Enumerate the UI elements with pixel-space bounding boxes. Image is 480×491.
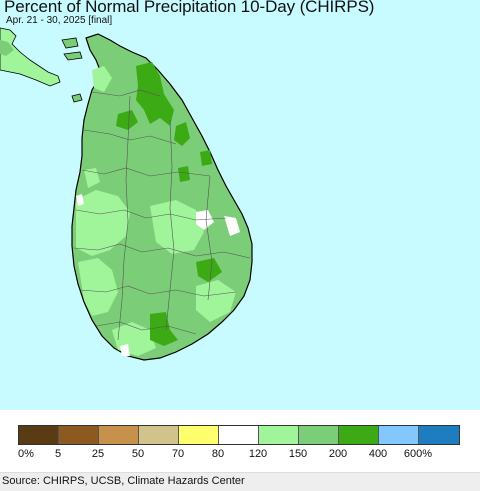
legend-tick-label: 70: [171, 448, 185, 460]
legend-tick-label: 0%: [18, 448, 34, 460]
india-coast: [0, 27, 61, 87]
color-legend: [18, 425, 460, 445]
source-bar: Source: CHIRPS, UCSB, Climate Hazards Ce…: [0, 472, 480, 491]
legend-tick-label: 50: [131, 448, 145, 460]
precipitation-map: [0, 27, 253, 361]
legend-tick-label: 400: [368, 448, 388, 460]
legend-swatch-2: [99, 426, 139, 444]
legend-swatch-9: [379, 426, 419, 444]
legend-swatch-8: [339, 426, 379, 444]
zone-200-400: [116, 62, 222, 346]
map-panel: Percent of Normal Precipitation 10-Day (…: [0, 0, 480, 410]
legend-tick-label: 150: [288, 448, 308, 460]
source-text: Source: CHIRPS, UCSB, Climate Hazards Ce…: [2, 475, 245, 487]
zone-80-120: [76, 194, 240, 356]
legend-swatch-7: [299, 426, 339, 444]
map-subtitle: Apr. 21 - 30, 2025 [final]: [6, 15, 113, 26]
legend-tick-label: 5: [54, 448, 62, 460]
india-coast-inner: [0, 40, 14, 56]
zone-120-150: [76, 66, 236, 356]
legend-tick-label: 120: [248, 448, 268, 460]
legend-tick-label: 25: [91, 448, 105, 460]
map-title: Percent of Normal Precipitation 10-Day (…: [4, 0, 375, 16]
legend-swatch-6: [259, 426, 299, 444]
legend-swatch-10: [419, 426, 459, 444]
legend-tick-label: 80: [211, 448, 225, 460]
legend-swatch-0: [19, 426, 59, 444]
district-boundaries: [73, 89, 251, 341]
jaffna-islets: [61, 37, 83, 103]
legend-swatch-5: [219, 426, 259, 444]
legend-swatch-3: [139, 426, 179, 444]
legend-swatch-1: [59, 426, 99, 444]
legend-swatch-4: [179, 426, 219, 444]
legend-tick-label: 200: [328, 448, 348, 460]
legend-tick-label: 600%: [403, 448, 433, 460]
